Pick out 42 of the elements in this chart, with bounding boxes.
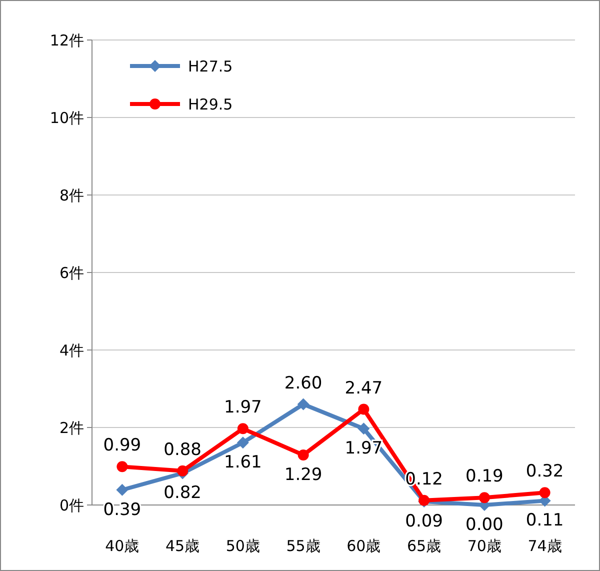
data-label: 1.61 (224, 452, 262, 473)
point (478, 492, 490, 504)
y-tick-label: 10件 (50, 108, 84, 127)
data-label: 0.19 (466, 466, 504, 487)
point (358, 404, 370, 415)
y-tick-label: 8件 (59, 186, 84, 204)
point (236, 436, 249, 449)
point (539, 487, 550, 498)
x-tick-label: 40歳 (105, 537, 140, 555)
x-tick-label: 45歳 (166, 537, 200, 555)
data-label: 0.39 (103, 500, 142, 520)
data-label: 0.88 (164, 440, 202, 460)
data-label: 0.09 (405, 512, 443, 532)
data-label: 2.47 (344, 378, 383, 398)
point (237, 423, 248, 434)
point (298, 450, 309, 461)
data-label: 0.32 (526, 462, 564, 482)
point (177, 465, 188, 476)
legend-label: H29.5 (188, 95, 233, 114)
x-tick-label: 70歳 (467, 537, 502, 555)
data-label: 2.60 (284, 373, 322, 394)
x-tick-label: 60歳 (346, 537, 381, 555)
data-label: 1.29 (284, 465, 322, 486)
point (297, 398, 310, 410)
y-tick-label: 12件 (50, 31, 84, 50)
data-label: 0.82 (164, 483, 202, 504)
data-label: 1.97 (224, 398, 262, 418)
legend-label: H27.5 (188, 57, 233, 76)
y-tick-label: 2件 (59, 418, 84, 437)
point (116, 484, 128, 496)
data-label: 0.00 (466, 515, 504, 535)
data-label: 0.99 (103, 436, 142, 456)
x-tick-label: 55歳 (286, 537, 320, 555)
point (116, 461, 128, 472)
x-tick-label: 50歳 (226, 537, 260, 555)
y-tick-label: 6件 (59, 264, 84, 282)
x-tick-label: 74歳 (528, 537, 562, 555)
point (358, 422, 370, 435)
x-tick-label: 65歳 (407, 537, 442, 555)
y-tick-label: 0件 (59, 496, 84, 514)
data-label: 0.11 (526, 510, 564, 531)
y-tick-label: 4件 (59, 341, 84, 360)
